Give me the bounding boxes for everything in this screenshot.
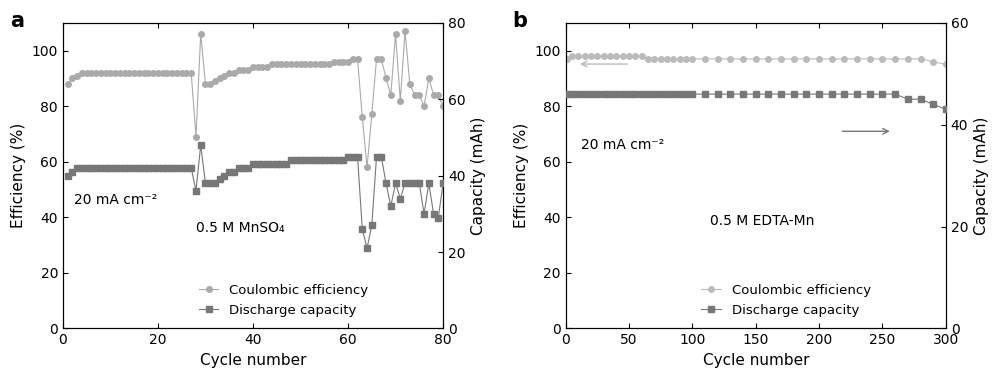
Text: 0.5 M MnSO₄: 0.5 M MnSO₄ xyxy=(196,221,285,235)
Y-axis label: Capacity (mAh): Capacity (mAh) xyxy=(471,116,486,235)
X-axis label: Cycle number: Cycle number xyxy=(703,353,809,368)
Legend: Coulombic efficiency, Discharge capacity: Coulombic efficiency, Discharge capacity xyxy=(193,279,373,322)
X-axis label: Cycle number: Cycle number xyxy=(200,353,306,368)
Text: 0.5 M EDTA-Mn: 0.5 M EDTA-Mn xyxy=(710,215,815,229)
Y-axis label: Efficiency (%): Efficiency (%) xyxy=(11,123,26,228)
Legend: Coulombic efficiency, Discharge capacity: Coulombic efficiency, Discharge capacity xyxy=(696,279,876,322)
Text: 20 mA cm⁻²: 20 mA cm⁻² xyxy=(74,193,158,207)
Y-axis label: Efficiency (%): Efficiency (%) xyxy=(514,123,529,228)
Text: 20 mA cm⁻²: 20 mA cm⁻² xyxy=(581,138,664,152)
Text: a: a xyxy=(10,11,24,31)
Y-axis label: Capacity (mAh): Capacity (mAh) xyxy=(974,116,989,235)
Text: b: b xyxy=(512,11,527,31)
